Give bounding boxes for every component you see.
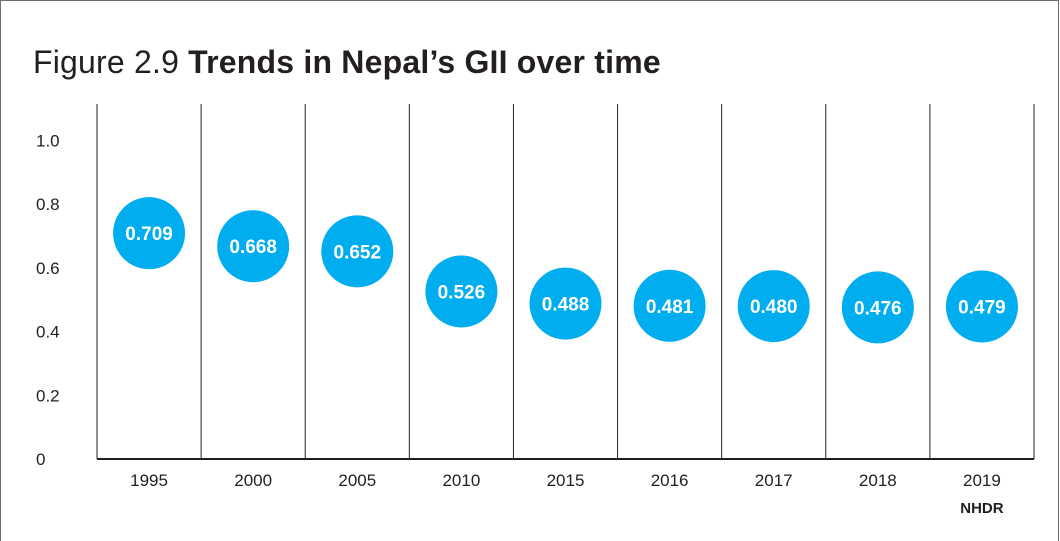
data-bubble	[321, 215, 394, 288]
data-label: 0.668	[229, 237, 277, 258]
data-label: 0.488	[542, 295, 590, 316]
figure-title: Trends in Nepal’s GII over time	[188, 44, 661, 80]
data-label: 0.476	[854, 298, 902, 319]
x-tick-label: 2018	[859, 471, 897, 490]
y-tick-label: 0.4	[36, 323, 60, 342]
data-bubble	[113, 197, 186, 270]
x-tick-label: 2015	[547, 471, 585, 490]
y-tick-label: 1.0	[36, 132, 60, 151]
x-tick-label: 2016	[651, 471, 689, 490]
x-tick-label: 2017	[755, 471, 793, 490]
y-tick-label: 0.2	[36, 386, 60, 405]
data-bubble	[633, 269, 706, 342]
y-axis: 0 0.2 0.4 0.6 0.8 1.0	[36, 132, 60, 470]
data-label: 0.709	[125, 224, 173, 245]
data-label: 0.652	[334, 242, 382, 263]
data-bubble	[841, 271, 914, 344]
data-label: 0.526	[438, 282, 486, 303]
data-bubble	[217, 210, 290, 283]
x-tick-label: 2000	[234, 471, 272, 490]
x-tick-sublabel: NHDR	[960, 500, 1003, 517]
x-tick-label: 2010	[442, 471, 480, 490]
x-tick-label: 2019	[963, 471, 1001, 490]
data-bubble	[529, 267, 602, 340]
data-bubble	[737, 270, 810, 343]
figure-number: Figure 2.9	[33, 44, 180, 80]
data-label: 0.481	[646, 297, 694, 318]
y-tick-label: 0	[36, 450, 45, 469]
x-tick-label: 2005	[338, 471, 376, 490]
y-tick-label: 0.8	[36, 195, 60, 214]
x-axis: 1995 2000 2005 2010 2015 2016 2017 2018 2019 NHDR	[97, 458, 1034, 517]
data-bubble	[425, 255, 498, 328]
chart-title: Figure 2.9 Trends in Nepal’s GII over ti…	[33, 42, 661, 82]
data-label: 0.479	[958, 297, 1006, 318]
y-tick-label: 0.6	[36, 259, 60, 278]
column-separators	[96, 104, 1035, 459]
data-bubbles: 0.709 0.668 0.652 0.526 0.488 0.481 0.480 0.476…	[113, 197, 1018, 344]
x-tick-label: 1995	[130, 471, 168, 490]
data-label: 0.480	[750, 297, 798, 318]
data-bubble	[945, 270, 1018, 343]
